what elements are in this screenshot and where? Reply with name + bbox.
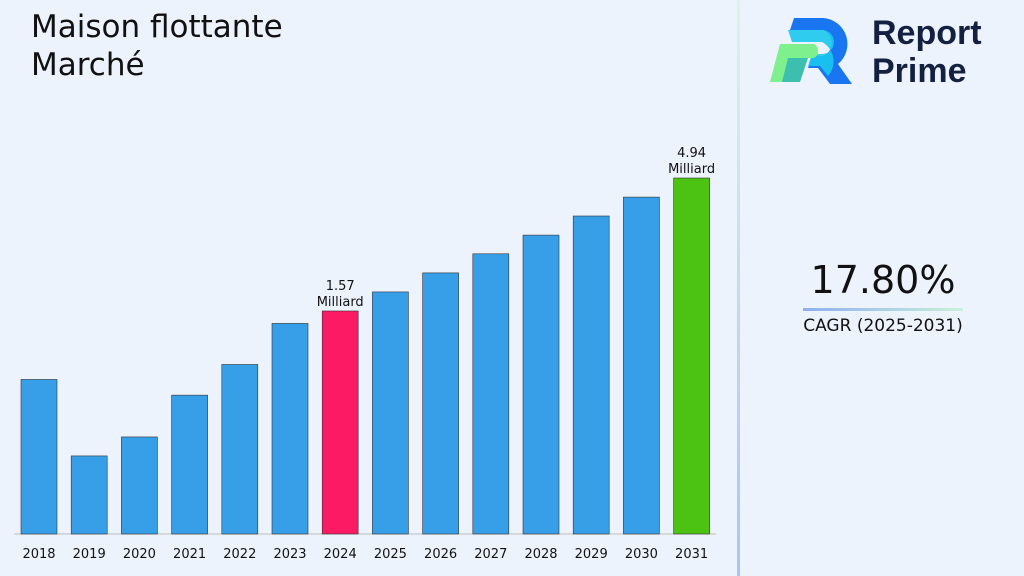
x-tick-label: 2019 (73, 547, 106, 562)
report-prime-logo-icon (770, 18, 852, 84)
bar-2020 (121, 436, 158, 535)
data-label-value: 4.94 (677, 146, 706, 161)
bar-2018 (20, 379, 58, 535)
bar-2021 (171, 394, 208, 535)
x-tick-label: 2027 (474, 547, 507, 562)
x-tick-label: 2025 (374, 547, 407, 562)
bar-2024 (321, 310, 359, 535)
x-tick-label: 2031 (675, 547, 708, 562)
cagr-underline (803, 308, 963, 311)
x-tick-label: 2024 (324, 547, 357, 562)
bar-2026 (422, 272, 459, 535)
cagr-value: 17.80% (810, 258, 956, 302)
bar-2030 (623, 196, 660, 535)
x-tick-label: 2021 (173, 547, 206, 562)
x-tick-label: 2029 (575, 547, 608, 562)
title-line-1: Maison flottante (31, 9, 283, 45)
bar-chart: 2018 2019 2020 2021 2022 2023 20241.57Milliard… (14, 146, 716, 562)
x-tick-label: 2020 (123, 547, 156, 562)
x-tick-label: 2026 (424, 547, 457, 562)
brand-line-2: Prime (872, 52, 967, 90)
bar-2022 (221, 364, 259, 535)
bar-2031 (673, 177, 710, 535)
x-tick-label: 2022 (223, 547, 256, 562)
data-label-unit: Milliard (317, 295, 364, 310)
brand-name: Report Prime (872, 14, 982, 90)
data-label-unit: Milliard (668, 162, 715, 177)
bar-2019 (70, 455, 108, 535)
cagr-label: CAGR (2025-2031) (803, 316, 963, 336)
data-label-value: 1.57 (326, 279, 355, 294)
x-tick-label: 2030 (625, 547, 658, 562)
bar-2028 (522, 234, 560, 535)
divider (737, 0, 740, 576)
x-tick-label: 2023 (273, 547, 306, 562)
bar-2023 (271, 323, 309, 535)
chart-title: Maison flottante Marché (31, 8, 283, 84)
bar-2027 (472, 253, 510, 535)
bar-2025 (372, 291, 409, 535)
bar-2029 (572, 215, 610, 535)
x-tick-label: 2018 (22, 547, 55, 562)
brand-line-1: Report (872, 14, 982, 52)
x-tick-label: 2028 (524, 547, 557, 562)
title-line-2: Marché (31, 47, 145, 83)
